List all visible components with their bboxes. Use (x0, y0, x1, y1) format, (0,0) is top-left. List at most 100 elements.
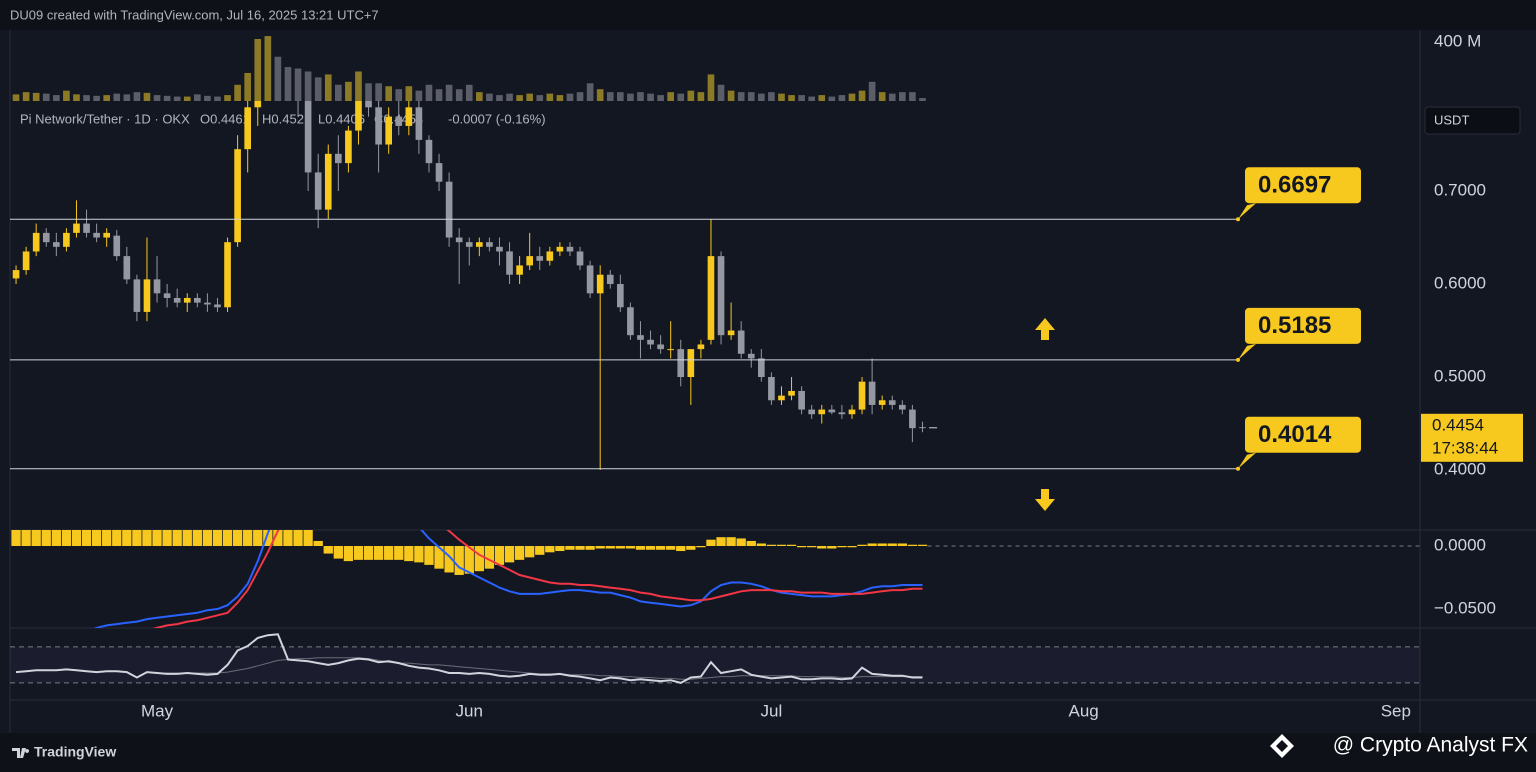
candle-body (455, 237, 463, 243)
currency-box[interactable] (1424, 106, 1521, 135)
candle-body (667, 349, 675, 351)
volume-bar (264, 36, 272, 101)
macd-histogram-bar (585, 545, 595, 550)
candle-body (697, 344, 705, 350)
volume-bar (486, 93, 493, 101)
candle-body (314, 172, 322, 210)
volume-bar (838, 95, 846, 101)
macd-histogram-bar (807, 545, 817, 548)
macd-histogram-bar (635, 545, 646, 550)
macd-histogram-bar (273, 530, 283, 546)
macd-histogram-bar (11, 530, 21, 546)
volume-bar (627, 93, 634, 101)
volume-bar (194, 94, 201, 101)
macd-histogram-bar (676, 545, 686, 552)
macd-histogram-bar (726, 537, 736, 546)
overlay: May Jun Jul Aug Sep 0.4000 0.5000 0.6000 0.7000 4… (10, 31, 1523, 720)
volume-bar (496, 95, 503, 101)
volume-bar (103, 95, 111, 101)
watermark: @ Crypto Analyst FX (1333, 734, 1528, 757)
macd-histogram-bar (232, 530, 243, 546)
volume-bar (335, 84, 342, 101)
macd-histogram-bar (545, 545, 555, 553)
macd-histogram-bar (152, 530, 162, 546)
volume-bar (274, 56, 282, 101)
candle-body (93, 232, 100, 238)
candle-body (909, 409, 916, 429)
volume-bar (395, 89, 403, 101)
volume-bar (93, 95, 100, 101)
macd-histogram-bar (384, 545, 394, 560)
macd-histogram-bar (404, 545, 414, 562)
volume-bar (606, 92, 614, 101)
macd-histogram-bar (575, 545, 585, 550)
volume-bar (596, 89, 604, 101)
candle-body (183, 297, 191, 303)
volume-bar (42, 93, 50, 101)
macd-histogram-bar (283, 530, 293, 546)
volume-bar (919, 98, 926, 101)
candle-body (476, 242, 483, 247)
macd-histogram-bar (736, 538, 746, 546)
macd-histogram-bar (343, 545, 354, 562)
candle-body (42, 232, 50, 243)
candle-body (335, 153, 342, 164)
volume-bar (808, 96, 816, 101)
candle-body (818, 409, 826, 415)
macd-histogram-bar (363, 545, 374, 560)
candle-body (747, 353, 755, 359)
candle-body (405, 107, 413, 126)
x-tick-label: Sep (1381, 701, 1411, 720)
volume-bar (899, 92, 906, 101)
volume-bar (294, 68, 302, 101)
volume-bar (244, 72, 252, 101)
macd-histogram-bar (595, 545, 605, 549)
volume-bar (878, 92, 886, 101)
y-tick-label: 0.7000 (1434, 181, 1486, 200)
volume-bar (758, 93, 765, 101)
volume-bar (828, 96, 836, 101)
candle-body (113, 235, 121, 257)
candle-body (707, 256, 715, 340)
macd-histogram-bar (817, 545, 827, 549)
volume-bar (425, 84, 433, 101)
volume-bar (32, 92, 40, 101)
candle-body (717, 256, 725, 336)
candle-body (133, 279, 141, 312)
y-tick-label: 0.0000 (1434, 535, 1486, 554)
volume-bar (345, 81, 352, 101)
macd-histogram-bar (867, 543, 877, 546)
candle-body (103, 232, 111, 238)
candle-body (22, 251, 30, 271)
macd-histogram-bar (313, 540, 323, 546)
volume-bar (858, 90, 866, 101)
candle-body (617, 284, 624, 308)
volume-bar (818, 95, 826, 101)
rsi-line (15, 633, 923, 684)
volume-bar (445, 84, 453, 101)
candle-body (304, 101, 312, 173)
macd-histogram-bar (61, 530, 72, 546)
candle-body (163, 293, 171, 298)
volume-bar (576, 92, 584, 101)
level-label-box (1245, 167, 1361, 204)
macd-histogram-bar (41, 530, 51, 546)
header: DU09 created with TradingView.com, Jul 1… (10, 7, 379, 22)
volume-bar (314, 77, 322, 101)
candle-body (496, 246, 503, 252)
macd-histogram-bar (454, 545, 464, 575)
volume-bar (888, 93, 896, 101)
macd-histogram-bar (112, 530, 122, 546)
macd-histogram-bar (615, 545, 625, 549)
arrow-down (1035, 489, 1055, 511)
macd-histogram-bar (917, 544, 928, 546)
volume-bar (516, 95, 523, 101)
volume-bar (143, 92, 151, 101)
volume-bar (163, 95, 171, 101)
last-price: 0.4454 (1432, 415, 1484, 434)
currency: USDT (1434, 112, 1469, 127)
brand-logo (12, 748, 30, 758)
level-label: 0.4014 (1258, 421, 1332, 448)
watermark-icon (1270, 734, 1294, 758)
